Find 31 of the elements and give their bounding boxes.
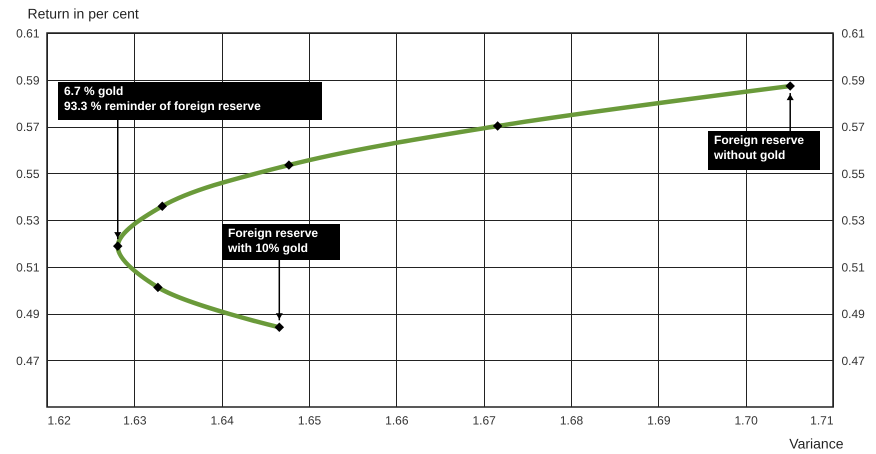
x-tick-label: 1.70 bbox=[734, 414, 758, 428]
y2-tick-label: 0.57 bbox=[842, 120, 866, 134]
y-tick-label: 0.49 bbox=[16, 307, 40, 321]
annotation: Foreign reserve without gold bbox=[713, 133, 804, 162]
x-tick-label: 1.65 bbox=[298, 414, 322, 428]
y-axis-title: Return in per cent bbox=[28, 6, 139, 22]
x-tick-label: 1.66 bbox=[385, 414, 409, 428]
x-tick-label: 1.67 bbox=[472, 414, 496, 428]
x-tick-label: 1.71 bbox=[810, 414, 834, 428]
x-tick-label: 1.64 bbox=[210, 414, 234, 428]
y2-tick-label: 0.59 bbox=[842, 73, 866, 88]
y2-tick-label: 0.51 bbox=[842, 260, 866, 274]
y-tick-label: 0.55 bbox=[16, 166, 40, 181]
annotation: Foreign reserve with 10% gold bbox=[227, 226, 318, 255]
y-tick-label: 0.57 bbox=[16, 120, 40, 134]
x-tick-label: 1.63 bbox=[123, 414, 147, 428]
y-tick-label: 0.53 bbox=[16, 214, 40, 228]
x-axis-title: Variance bbox=[789, 436, 844, 452]
x-tick-label: 1.69 bbox=[647, 414, 671, 428]
x-tick-label: 1.68 bbox=[560, 414, 584, 428]
y2-tick-label: 0.61 bbox=[842, 26, 866, 40]
y2-tick-label: 0.47 bbox=[842, 354, 866, 368]
y2-tick-label: 0.53 bbox=[842, 214, 866, 228]
y-tick-label: 0.59 bbox=[16, 73, 40, 88]
y-tick-label: 0.61 bbox=[16, 26, 40, 40]
annotation: 6.7 % gold 93.3 % reminder of foreign reserve bbox=[64, 84, 262, 113]
x-tick-label: 1.62 bbox=[48, 414, 72, 428]
y2-tick-label: 0.49 bbox=[842, 307, 866, 321]
y2-tick-label: 0.55 bbox=[842, 166, 866, 181]
y-tick-label: 0.51 bbox=[16, 260, 40, 274]
y-tick-label: 0.47 bbox=[16, 354, 40, 368]
